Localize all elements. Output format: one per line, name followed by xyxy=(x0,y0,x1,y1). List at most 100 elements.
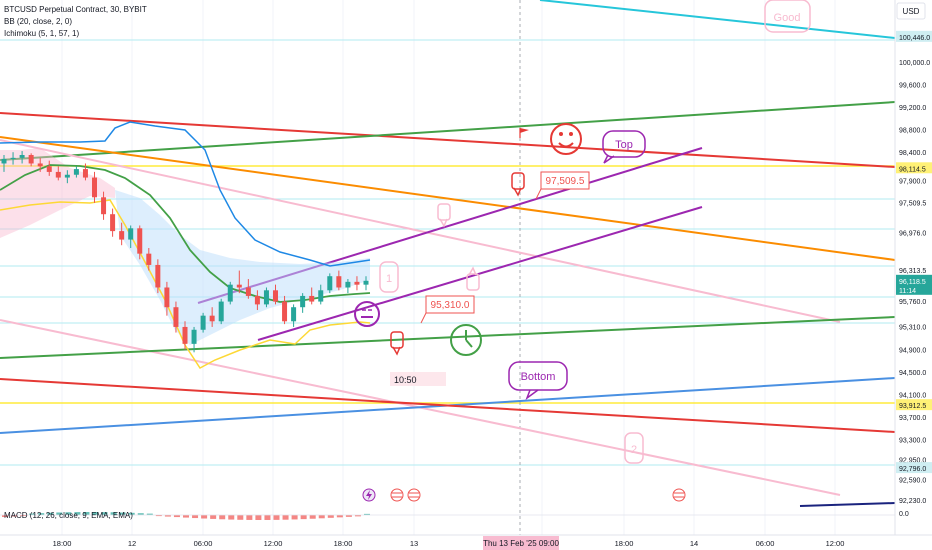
ichimoku-lagging-line xyxy=(0,199,371,369)
candle-body xyxy=(263,290,269,305)
time-box-label: 10:50 xyxy=(394,375,417,385)
macd-bar xyxy=(83,512,90,515)
price-tick-label: 92,590.0 xyxy=(899,478,926,485)
macd-indicator-label[interactable]: MACD (12, 26, close, 9, EMA, EMA) xyxy=(4,511,133,520)
price-tick-label: 98,800.0 xyxy=(899,128,926,135)
price-badge xyxy=(896,162,932,174)
candle-body xyxy=(291,307,297,322)
bottom-callout[interactable]: Bottom xyxy=(508,361,568,401)
price-tick-label: 99,200.0 xyxy=(899,105,926,112)
time-tick-label: 06:00 xyxy=(194,539,213,548)
bottom-label: Bottom xyxy=(521,371,556,383)
trendline-cyan[interactable] xyxy=(539,0,896,39)
currency-box[interactable] xyxy=(896,2,926,20)
candle-body xyxy=(10,157,16,159)
macd-bar xyxy=(219,515,226,520)
us-flag-event-icon-1[interactable] xyxy=(390,488,404,502)
price-tick-label: 95,310.0 xyxy=(899,324,926,331)
macd-bar xyxy=(20,515,27,517)
price-badge-label: 92,796.0 xyxy=(899,466,926,473)
candle-body xyxy=(182,326,188,344)
macd-bar xyxy=(318,515,325,519)
crosshair-time-badge xyxy=(483,536,559,550)
macd-bar xyxy=(237,515,244,520)
price-axis-bg[interactable] xyxy=(895,0,932,535)
us-flag-event-icon-3[interactable] xyxy=(672,488,686,502)
price-tick-label: 94,100.0 xyxy=(899,393,926,400)
bb-indicator-label[interactable]: BB (20, close, 2, 0) xyxy=(4,17,73,26)
price-tick-label: 96,313.5 xyxy=(899,268,926,275)
trendline-navy[interactable] xyxy=(799,502,896,507)
label-97509-callout[interactable]: 97,509.5 xyxy=(535,171,590,200)
macd-bar xyxy=(2,515,8,517)
trendline-green-upper[interactable] xyxy=(0,101,896,161)
candle-body xyxy=(363,280,369,285)
good-callout[interactable]: Good xyxy=(764,0,811,33)
bb-upper-line xyxy=(0,121,371,267)
price-badge-label: 93,912.5 xyxy=(899,403,926,410)
candles-group xyxy=(1,151,369,353)
candle-body xyxy=(37,163,43,167)
ichimoku-indicator-label[interactable]: Ichimoku (5, 1, 57, 1) xyxy=(4,29,80,38)
trendline-red-lower[interactable] xyxy=(0,378,896,433)
trendline-green-lower[interactable] xyxy=(0,316,896,359)
candle-body xyxy=(137,228,143,254)
price-tick-label: 0.0 xyxy=(899,511,909,518)
clock-icon[interactable] xyxy=(450,324,482,356)
macd-bar xyxy=(11,515,18,517)
candle-body xyxy=(327,276,333,291)
smiley-icon[interactable] xyxy=(550,123,582,155)
time-axis-bg[interactable] xyxy=(0,535,932,550)
macd-bar xyxy=(264,515,271,520)
price-badge-label: 100,446.0 xyxy=(899,35,930,42)
thumbs-down-icon-1[interactable] xyxy=(511,172,525,197)
price-tick-label: 96,976.0 xyxy=(899,230,926,237)
trendline-orange[interactable] xyxy=(0,136,896,261)
macd-bar xyxy=(345,515,352,517)
lightning-event-icon[interactable] xyxy=(362,488,376,502)
symbol-title[interactable]: BTCUSD Perpetual Contract, 30, BYBIT xyxy=(4,5,147,14)
price-axis-badges: 100,446.0 98,114.5 96,118.5 11:14 93,912.5 92… xyxy=(896,30,932,474)
two-callout[interactable]: 2 xyxy=(624,432,644,464)
time-tick-label: 06:00 xyxy=(756,539,775,548)
macd-bar xyxy=(192,515,199,519)
macd-bar xyxy=(65,512,72,515)
macd-bar xyxy=(128,512,135,515)
thumbs-up-icon[interactable] xyxy=(466,266,480,291)
macd-bar xyxy=(155,515,162,517)
candle-body xyxy=(64,174,70,178)
chart-legend: BTCUSD Perpetual Contract, 30, BYBIT BB … xyxy=(4,4,147,40)
top-label: Top xyxy=(615,139,633,151)
price-tick-label: 92,950.0 xyxy=(899,457,926,464)
us-flag-event-icon-2[interactable] xyxy=(407,488,421,502)
flag-icon[interactable] xyxy=(519,128,529,138)
macd-bar xyxy=(282,515,289,520)
price-tick-label: 94,500.0 xyxy=(899,370,926,377)
price-tick-label: 97,509.5 xyxy=(899,200,926,207)
macd-bar xyxy=(164,515,171,517)
neutral-face-icon[interactable] xyxy=(354,301,380,327)
top-callout[interactable]: Top xyxy=(602,130,646,164)
price-tick-label: 98,400.0 xyxy=(899,150,926,157)
price-tick-label: 100,000.0 xyxy=(899,60,930,67)
channel-purple-lower[interactable] xyxy=(257,206,703,341)
thumbs-down-icon-3[interactable] xyxy=(390,331,404,356)
candle-body xyxy=(28,155,34,164)
macd-bar xyxy=(29,513,36,515)
candle-body xyxy=(209,315,215,322)
candle-body xyxy=(92,177,97,198)
trendline-pink-upper[interactable] xyxy=(0,139,841,323)
macd-bar xyxy=(38,513,45,515)
label-97509: 97,509.5 xyxy=(546,176,585,187)
currency-label: USD xyxy=(903,7,920,16)
candle-body xyxy=(236,284,242,288)
candle-body xyxy=(336,276,342,288)
one-callout[interactable]: 1 xyxy=(379,261,399,293)
candle-body xyxy=(110,214,116,232)
trendline-red-upper[interactable] xyxy=(0,112,896,168)
macd-bar xyxy=(327,515,334,518)
thumbs-down-icon-2[interactable] xyxy=(437,203,451,228)
macd-bar xyxy=(47,512,54,515)
label-95310-callout[interactable]: 95,310.0 xyxy=(420,295,475,324)
